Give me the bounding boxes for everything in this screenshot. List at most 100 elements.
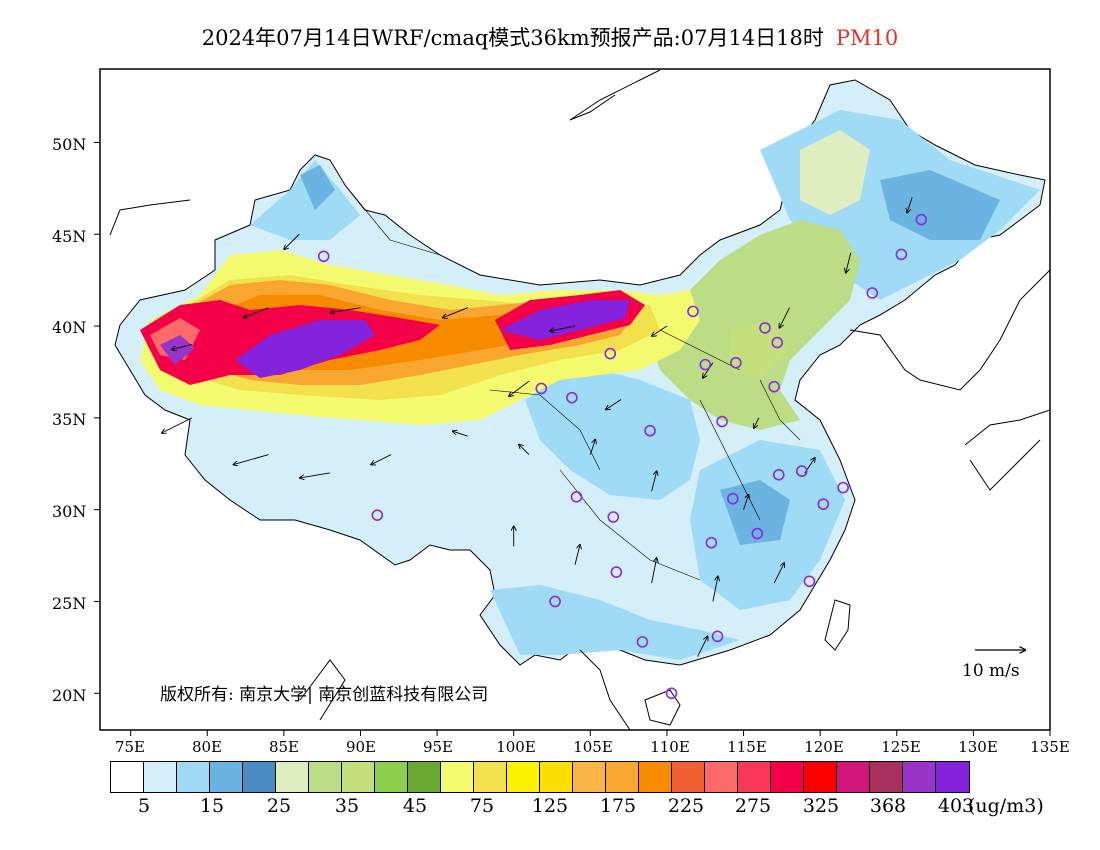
station-marker [644,424,656,437]
station-marker [535,382,548,395]
colorbar-swatch-9 [408,762,441,792]
lat-label-50n: 50N [52,135,87,154]
station-marker [371,509,384,521]
station-marker [665,687,678,700]
wind-arrow [371,454,392,465]
wind-arrow [651,558,657,584]
wind-arrow [606,399,622,410]
colorbar-swatch-22 [837,762,870,792]
wind-arrow [284,233,300,249]
station-marker [771,336,784,349]
station-marker [699,358,712,371]
colorbar-swatch-6 [309,762,342,792]
station-marker [759,322,771,334]
colorbar-swatch-12 [507,762,540,792]
lat-label-25n: 25N [52,594,87,613]
station-marker [610,566,623,578]
colorbar-swatch-23 [870,762,903,792]
wind-arrow [773,563,784,584]
colorbar-swatch-14 [573,762,606,792]
colorbar-swatch-5 [276,762,309,792]
colorbar-label-368: 368 [869,795,907,817]
lat-label-40n: 40N [52,318,87,337]
station-marker [915,213,928,226]
station-marker [751,527,764,540]
lon-label-85e: 85E [268,738,300,756]
wind-arrow [589,440,595,455]
lon-label-135e: 135E [1030,738,1070,756]
station-marker [716,415,728,428]
title-text: 2024年07月14日WRF/cmaq模式36km预报产品:07月14日18时 [201,26,824,50]
colorbar-swatch-19 [738,762,771,792]
colorbar-swatch-16 [639,762,672,792]
colorbar-swatch-4 [243,762,276,792]
station-marker [711,630,724,643]
colorbar-label-125: 125 [531,795,569,817]
colorbar-label-325: 325 [802,795,840,817]
wind-arrow [330,307,361,313]
station-marker [772,468,785,481]
lon-label-130e: 130E [958,738,998,756]
wind-vector-field [162,197,913,657]
colorbar-swatch-18 [705,762,738,792]
station-marker [566,391,578,404]
colorbar-label-225: 225 [667,795,705,817]
lon-label-120e: 120E [804,738,844,756]
wind-arrow [703,362,714,378]
wind-arrow [172,343,193,349]
city-station-markers [317,213,928,700]
colorbar-swatch-13 [540,762,573,792]
wind-arrow [697,637,708,657]
colorbar-label-403: 403 [937,795,975,817]
wind-reference-label: 10 m/s [962,661,1020,681]
station-marker [866,287,879,299]
colorbar-swatch-8 [375,762,408,792]
station-marker [727,492,739,505]
wind-arrow [712,576,718,602]
lon-label-80e: 80E [191,738,223,756]
wind-arrow [443,307,468,318]
wind-arrow [162,417,193,433]
station-marker [705,536,718,549]
colorbar-label-45: 45 [402,795,428,817]
station-marker [768,380,780,393]
colorbar-label-275: 275 [734,795,772,817]
station-marker [817,498,830,510]
station-marker [636,636,649,648]
colorbar-label-35: 35 [334,795,360,817]
station-marker [803,575,816,588]
map-frame [99,68,1051,731]
colorbar-label-75: 75 [469,795,495,817]
lon-label-105e: 105E [573,738,613,756]
copyright-text: 版权所有: 南京大学| 南京创蓝科技有限公司 [160,685,489,705]
colorbar-swatch-17 [672,762,705,792]
station-marker [570,491,583,503]
colorbar-swatch-11 [474,762,507,792]
colorbar-swatch-7 [342,762,375,792]
wind-arrow [754,417,760,428]
station-marker [317,250,330,263]
wind-arrow [652,325,668,336]
colorbar-swatch-24 [903,762,936,792]
wind-arrow [550,325,576,331]
colorbar-label-25: 25 [266,795,292,817]
lon-label-125e: 125E [881,738,921,756]
wind-arrow [453,431,468,437]
lon-label-110e: 110E [650,738,690,756]
colorbar-swatch-1 [144,762,177,792]
lat-label-45n: 45N [52,227,87,246]
wind-arrow [907,197,913,213]
lon-label-95e: 95E [422,738,454,756]
station-marker [607,511,620,523]
lat-label-20n: 20N [52,686,87,705]
lon-label-115e: 115E [727,738,767,756]
wind-arrow [780,307,790,328]
station-marker [795,465,808,477]
colorbar-unit: (ug/m3) [968,795,1044,817]
lat-label-35n: 35N [52,410,87,429]
colorbar-swatch-20 [771,762,804,792]
species-label: PM10 [835,26,899,50]
colorbar-swatch-10 [441,762,474,792]
lon-label-90e: 90E [345,738,377,756]
colorbar-swatch-0 [111,762,144,792]
